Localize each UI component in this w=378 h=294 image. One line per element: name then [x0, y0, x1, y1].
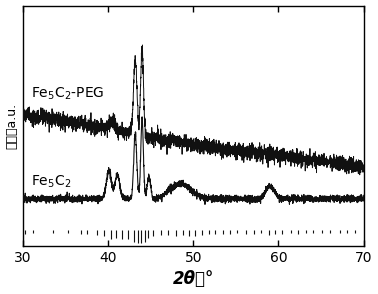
X-axis label: 2θ／°: 2θ／°: [172, 270, 214, 288]
Text: Fe$_5$C$_2$-PEG: Fe$_5$C$_2$-PEG: [31, 86, 105, 102]
Y-axis label: 強度／a.u.: 強度／a.u.: [6, 103, 19, 149]
Text: Fe$_5$C$_2$: Fe$_5$C$_2$: [31, 174, 71, 190]
